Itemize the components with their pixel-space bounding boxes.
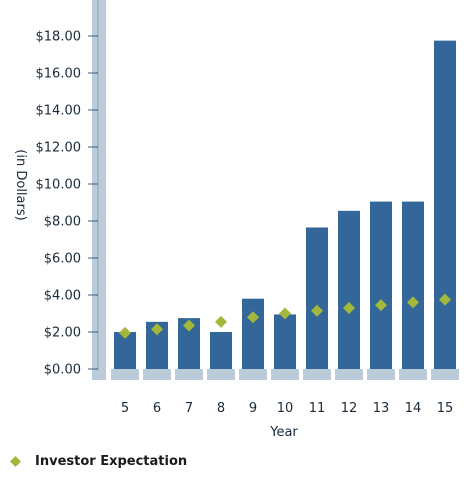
x-axis-band-segment [367, 369, 395, 380]
bar [178, 318, 200, 369]
bar [114, 332, 136, 369]
x-tick-label: 12 [341, 401, 358, 416]
bar [146, 321, 168, 369]
investor-expectation-point [183, 319, 195, 332]
y-tick-label: $14.00 [36, 104, 82, 119]
x-tick-label: 14 [405, 401, 422, 416]
x-tick-label: 6 [153, 401, 161, 416]
x-axis-tick-labels: 5 6 7 8 9 10 11 12 13 14 15 [121, 401, 453, 416]
bar [306, 227, 328, 369]
bar [434, 40, 456, 369]
legend: Investor Expectation [8, 451, 187, 471]
x-axis-title: Year [269, 425, 298, 440]
x-axis-band-segment [335, 369, 363, 380]
y-tick-label: $18.00 [36, 30, 82, 45]
legend-label-investor-expectation: Investor Expectation [35, 453, 188, 469]
x-tick-label: 8 [217, 401, 225, 416]
investor-expectation-point [215, 315, 227, 328]
investor-expectation-point [439, 293, 451, 306]
x-tick-label: 7 [185, 401, 193, 416]
x-tick-label: 13 [373, 401, 390, 416]
investor-expectation-series [119, 293, 451, 339]
y-axis-band [92, 0, 106, 380]
y-tick-label: $8.00 [44, 215, 81, 230]
investor-expectation-point [119, 326, 131, 339]
bar [402, 201, 424, 369]
bar [338, 210, 360, 369]
x-axis-band [111, 369, 459, 380]
x-tick-label: 15 [437, 401, 454, 416]
investor-expectation-point [407, 296, 419, 309]
x-axis-band-segment [239, 369, 267, 380]
investor-expectation-point [247, 311, 259, 324]
x-tick-label: 11 [309, 401, 326, 416]
y-tick-label: $0.00 [44, 363, 81, 378]
y-tick-label: $16.00 [36, 67, 82, 82]
y-tick-label: $6.00 [44, 252, 81, 267]
investor-expectation-point [279, 307, 291, 320]
investor-expectation-point [151, 323, 163, 336]
x-axis-band-segment [271, 369, 299, 380]
y-tick-label: $4.00 [44, 289, 81, 304]
x-axis-band-segment [431, 369, 459, 380]
bar [210, 332, 232, 369]
investor-expectation-point [311, 304, 323, 317]
y-tick-label: $12.00 [36, 141, 82, 156]
investor-expectation-point [343, 301, 355, 314]
legend-diamond-icon [10, 455, 21, 467]
x-axis-band-segment [399, 369, 427, 380]
y-axis-ticks: $0.00 $2.00 $4.00 $6.00 $8.00 $10.00 $12.00 $14… [36, 30, 98, 378]
x-axis-band-segment [111, 369, 139, 380]
x-axis-band-segment [143, 369, 171, 380]
x-axis-band-segment [175, 369, 203, 380]
y-axis-title: (in Dollars) [13, 149, 28, 220]
y-tick-label: $2.00 [44, 326, 81, 341]
x-tick-label: 10 [277, 401, 294, 416]
bar [274, 314, 296, 369]
bar-chart: $0.00 $2.00 $4.00 $6.00 $8.00 $10.00 $12.00 $14… [13, 0, 459, 440]
x-axis-band-segment [207, 369, 235, 380]
investor-expectation-point [375, 299, 387, 312]
x-tick-label: 5 [121, 401, 129, 416]
x-axis-band-segment [303, 369, 331, 380]
y-tick-label: $10.00 [36, 178, 82, 193]
x-tick-label: 9 [249, 401, 257, 416]
bar-series [114, 40, 456, 369]
bar [370, 201, 392, 369]
bar [242, 298, 264, 369]
